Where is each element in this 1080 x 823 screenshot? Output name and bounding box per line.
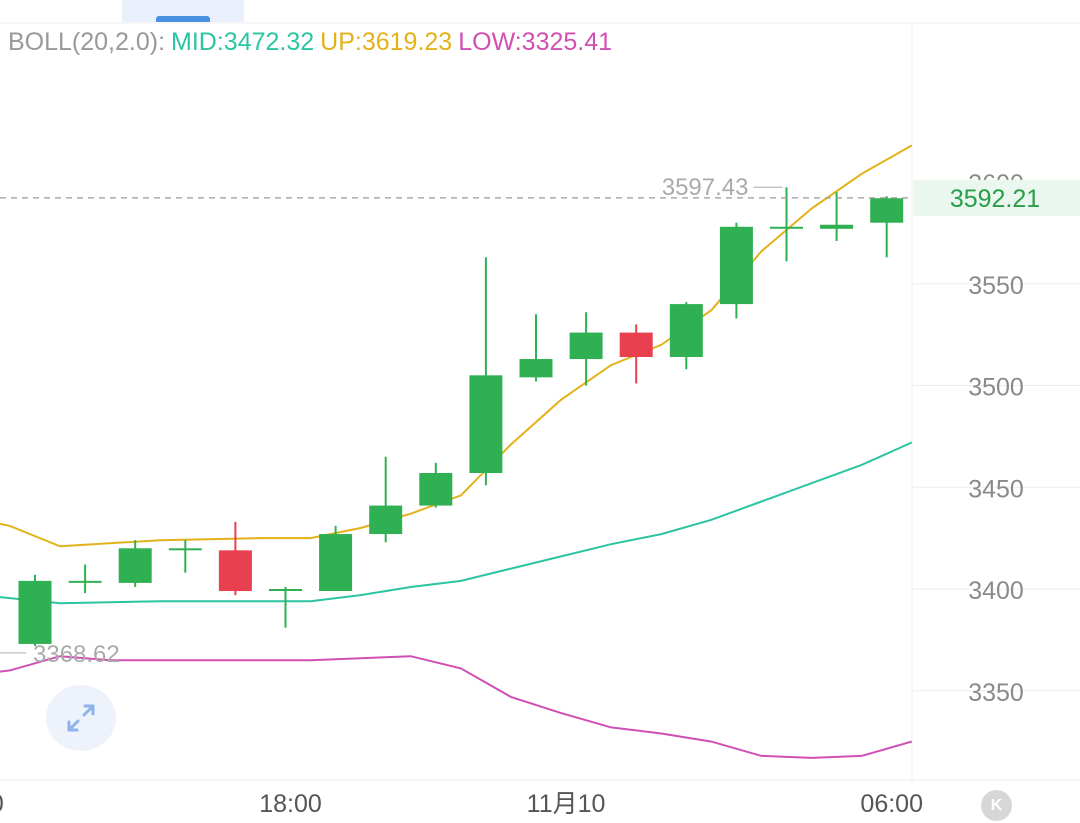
k-icon[interactable]: K (981, 790, 1012, 821)
candle-body (218, 550, 252, 592)
candle-body (669, 304, 703, 358)
y-tick-label: 3550 (968, 272, 1024, 300)
candle (870, 196, 904, 258)
candle (168, 540, 202, 573)
band-up-line (0, 144, 913, 548)
candle-body (269, 589, 302, 591)
chart-grid: 3600355035003450340033500018:0011月1006:0… (0, 22, 1080, 818)
x-tick-label: 06:00 (860, 790, 923, 818)
expand-icon (67, 704, 95, 732)
candle (319, 525, 353, 592)
timeframe-tab-indicator (156, 16, 210, 22)
candle-body (168, 548, 202, 551)
y-tick-label: 3450 (968, 475, 1024, 503)
candle-body (519, 359, 553, 378)
candle (269, 586, 302, 628)
candle (820, 192, 854, 242)
candle-body (870, 198, 904, 223)
candle (68, 564, 102, 594)
x-tick-label: 11月10 (527, 790, 606, 818)
candle (770, 187, 803, 262)
y-tick-label: 3350 (968, 679, 1024, 707)
candle-body (319, 534, 353, 592)
candle-body (770, 226, 803, 229)
boll-mid-value: MID:3472.32 (171, 28, 315, 56)
candle-body (719, 226, 753, 305)
last-price-tag: 3592.21 (950, 185, 1040, 213)
bollinger-bands (0, 144, 913, 759)
candle (569, 312, 603, 386)
candle-body (118, 548, 152, 583)
candle (519, 314, 553, 382)
low-annotation: 3368.62 (33, 641, 120, 668)
candle-body (18, 580, 52, 644)
candle (118, 540, 152, 587)
last-price-tag-bg (913, 179, 1080, 216)
candle-body (619, 332, 653, 358)
chart-overlay: 3592.21 3597.43 3368.62 (0, 174, 1080, 668)
expand-button[interactable] (46, 685, 116, 751)
boll-low-value: LOW:3325.41 (458, 28, 613, 56)
candle-body (419, 473, 453, 506)
candle (218, 521, 252, 596)
candle-body (469, 375, 503, 474)
boll-name: BOLL(20,2.0): (8, 28, 166, 56)
candle-body (820, 224, 854, 229)
candle (669, 302, 703, 370)
candle (369, 456, 403, 543)
candle (619, 324, 653, 384)
band-mid-line (0, 441, 913, 605)
candle-body (569, 332, 603, 360)
candle-body (369, 505, 403, 535)
x-tick-label: 00 (0, 790, 4, 818)
boll-legend: BOLL(20,2.0): MID:3472.32 UP:3619.23 LOW:33… (8, 28, 618, 57)
candle (469, 257, 503, 486)
candle-body (68, 580, 102, 583)
x-tick-label: 18:00 (259, 790, 322, 818)
candles (18, 187, 904, 646)
y-tick-label: 3400 (968, 577, 1024, 605)
high-annotation: 3597.43 (662, 174, 749, 201)
y-tick-label: 3500 (968, 374, 1024, 402)
band-low-line (0, 655, 913, 759)
candle (419, 462, 453, 508)
timeframe-tab[interactable] (122, 0, 244, 22)
boll-up-value: UP:3619.23 (320, 28, 453, 56)
candle (719, 222, 753, 319)
candle (18, 574, 52, 646)
